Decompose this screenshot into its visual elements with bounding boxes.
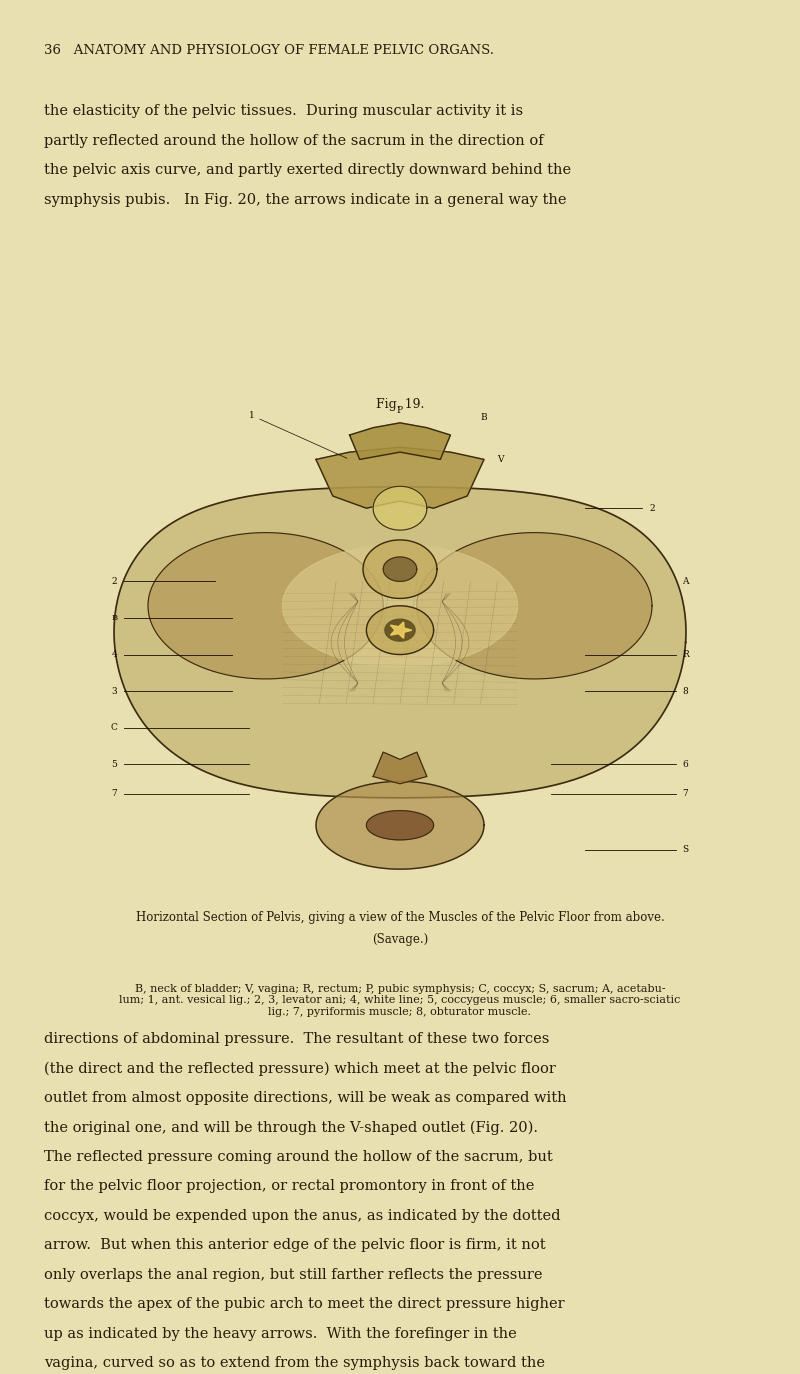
Text: up as indicated by the heavy arrows.  With the forefinger in the: up as indicated by the heavy arrows. Wit… xyxy=(44,1327,517,1341)
Text: arrow.  But when this anterior edge of the pelvic floor is firm, it not: arrow. But when this anterior edge of th… xyxy=(44,1238,546,1252)
Text: symphysis pubis.   In Fig. 20, the arrows indicate in a general way the: symphysis pubis. In Fig. 20, the arrows … xyxy=(44,192,566,207)
Polygon shape xyxy=(282,545,518,666)
Text: 8: 8 xyxy=(682,687,689,695)
Text: The reflected pressure coming around the hollow of the sacrum, but: The reflected pressure coming around the… xyxy=(44,1150,553,1164)
Text: 4: 4 xyxy=(111,650,118,660)
Polygon shape xyxy=(385,620,415,642)
Text: for the pelvic floor projection, or rectal promontory in front of the: for the pelvic floor projection, or rect… xyxy=(44,1179,534,1194)
Text: (Savage.): (Savage.) xyxy=(372,933,428,947)
Text: 5: 5 xyxy=(111,760,118,769)
Text: coccyx, would be expended upon the anus, as indicated by the dotted: coccyx, would be expended upon the anus,… xyxy=(44,1209,561,1223)
Text: outlet from almost opposite directions, will be weak as compared with: outlet from almost opposite directions, … xyxy=(44,1091,566,1105)
Text: 1: 1 xyxy=(249,411,347,459)
Polygon shape xyxy=(316,782,484,870)
Text: A: A xyxy=(682,577,689,585)
Text: the original one, and will be through the V-shaped outlet (Fig. 20).: the original one, and will be through th… xyxy=(44,1120,538,1135)
Text: 7: 7 xyxy=(682,789,689,798)
Text: Horizontal Section of Pelvis, giving a view of the Muscles of the Pelvic Floor f: Horizontal Section of Pelvis, giving a v… xyxy=(136,911,664,925)
Text: 2: 2 xyxy=(111,577,118,585)
Text: B: B xyxy=(481,414,487,422)
Text: 2: 2 xyxy=(649,504,655,513)
Polygon shape xyxy=(363,540,437,599)
Polygon shape xyxy=(148,533,383,679)
Text: P: P xyxy=(397,407,403,415)
Text: 7: 7 xyxy=(111,789,118,798)
Polygon shape xyxy=(366,606,434,654)
Text: R: R xyxy=(682,650,689,660)
Text: Fig. 19.: Fig. 19. xyxy=(376,398,424,411)
Text: vagina, curved so as to extend from the symphysis back toward the: vagina, curved so as to extend from the … xyxy=(44,1356,545,1370)
Text: the elasticity of the pelvic tissues.  During muscular activity it is: the elasticity of the pelvic tissues. Du… xyxy=(44,104,523,118)
Text: towards the apex of the pubic arch to meet the direct pressure higher: towards the apex of the pubic arch to me… xyxy=(44,1297,565,1311)
Polygon shape xyxy=(417,533,652,679)
Text: 36   ANATOMY AND PHYSIOLOGY OF FEMALE PELVIC ORGANS.: 36 ANATOMY AND PHYSIOLOGY OF FEMALE PELV… xyxy=(44,44,494,56)
Text: 3: 3 xyxy=(111,687,118,695)
Text: 6: 6 xyxy=(682,760,689,769)
Polygon shape xyxy=(350,423,450,459)
Polygon shape xyxy=(316,448,484,508)
Polygon shape xyxy=(390,622,412,639)
Text: B, neck of bladder; V, vagina; R, rectum; P, pubic symphysis; C, coccyx; S, sacr: B, neck of bladder; V, vagina; R, rectum… xyxy=(119,984,681,1017)
Text: V: V xyxy=(498,455,504,464)
Text: only overlaps the anal region, but still farther reflects the pressure: only overlaps the anal region, but still… xyxy=(44,1268,542,1282)
Polygon shape xyxy=(373,752,427,783)
Polygon shape xyxy=(366,811,434,840)
Text: S: S xyxy=(682,845,689,855)
Text: (the direct and the reflected pressure) which meet at the pelvic floor: (the direct and the reflected pressure) … xyxy=(44,1061,556,1076)
Polygon shape xyxy=(383,556,417,581)
Polygon shape xyxy=(114,486,686,798)
Polygon shape xyxy=(373,486,427,530)
Text: C: C xyxy=(111,723,118,732)
Text: partly reflected around the hollow of the sacrum in the direction of: partly reflected around the hollow of th… xyxy=(44,133,544,148)
Text: directions of abdominal pressure.  The resultant of these two forces: directions of abdominal pressure. The re… xyxy=(44,1032,550,1046)
Text: the pelvic axis curve, and partly exerted directly downward behind the: the pelvic axis curve, and partly exerte… xyxy=(44,164,571,177)
Text: B: B xyxy=(111,614,118,622)
